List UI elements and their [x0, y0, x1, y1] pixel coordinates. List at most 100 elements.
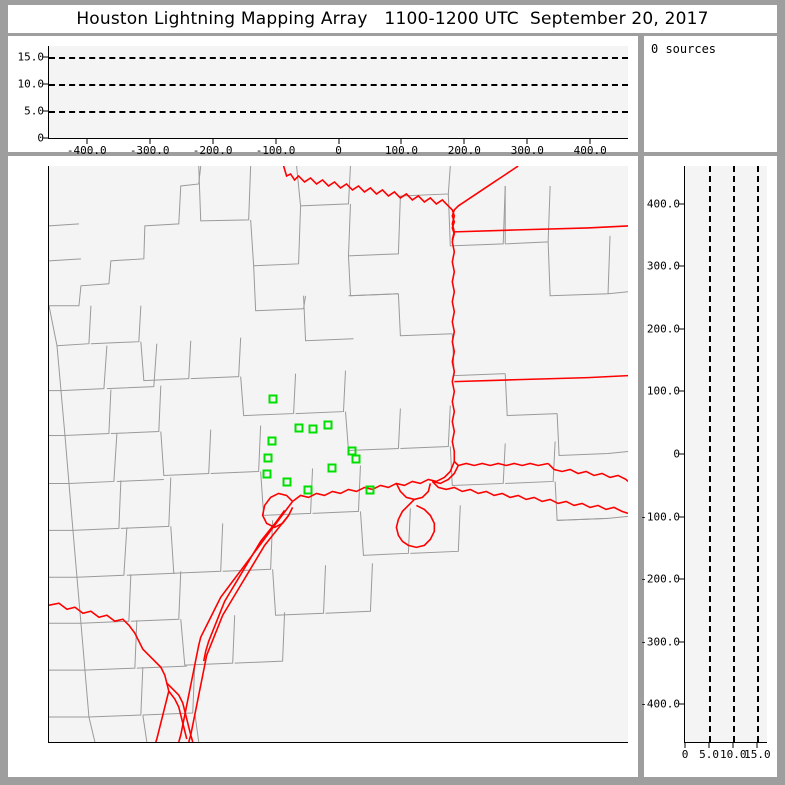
x-axis-tick-label: 200.0 — [447, 144, 481, 157]
y-axis-tick-label: -200.0 — [640, 572, 680, 586]
x-axis-tick-label: 0 — [335, 742, 342, 743]
x-axis-tick-label: -200.0 — [192, 144, 233, 157]
lma-station-marker[interactable] — [303, 485, 313, 495]
y-axis-tick-mark — [679, 390, 685, 392]
lma-station-marker[interactable] — [351, 454, 361, 464]
sources-panel: 0 sources — [644, 36, 777, 152]
x-axis-tick-label: 300.0 — [510, 144, 544, 157]
horizontal-gridline — [49, 56, 628, 59]
x-axis-tick-mark — [149, 138, 151, 144]
lma-station-marker[interactable] — [263, 453, 273, 463]
lma-station-marker[interactable] — [267, 436, 277, 446]
x-axis-tick-mark — [590, 742, 591, 743]
y-axis-tick-label: 5.0 — [24, 104, 44, 118]
y-axis-tick-label: 100.0 — [646, 384, 680, 398]
x-axis-tick-label: 10.0 — [719, 748, 747, 761]
y-axis-tick-label: -300.0 — [640, 635, 680, 649]
y-axis-tick-mark — [48, 391, 49, 392]
x-axis-tick-mark — [732, 742, 734, 748]
lma-station-marker[interactable] — [308, 424, 318, 434]
y-axis-tick-label: 0 — [673, 447, 680, 461]
vertical-gridline — [757, 166, 760, 742]
state-borders — [49, 166, 628, 742]
altitude-histogram-panel: -400.0 -300.0 -200.0 -100.0 0 100.0 200.0 300.0… — [640, 156, 777, 777]
title-bar: Houston Lightning Mapping Array 1100-120… — [8, 5, 777, 33]
lma-station-marker[interactable] — [282, 477, 292, 487]
x-axis-tick-label: 5.0 — [699, 748, 720, 761]
y-axis-tick-mark — [679, 641, 685, 643]
horizontal-gridline — [49, 83, 628, 86]
x-axis-tick-label: 400.0 — [574, 742, 607, 743]
y-axis-tick-mark — [48, 516, 49, 517]
time-altitude-panel: 0 5.0 10.0 15.0 -400.0 -300.0 -200.0 -100.0 0 100… — [8, 36, 638, 157]
x-axis-tick-label: 100.0 — [384, 144, 418, 157]
x-axis-tick-label: 300.0 — [511, 742, 544, 743]
y-axis-tick-mark — [48, 641, 49, 642]
lma-station-marker[interactable] — [294, 423, 304, 433]
x-axis-tick-mark — [212, 742, 213, 743]
x-axis-tick-mark — [526, 138, 528, 144]
x-axis-tick-mark — [527, 742, 528, 743]
lma-station-marker[interactable] — [365, 485, 375, 495]
lma-station-marker[interactable] — [268, 394, 278, 404]
x-axis-tick-mark — [589, 138, 591, 144]
x-axis-tick-label: 400.0 — [573, 144, 607, 157]
x-axis-tick-label: 0 — [681, 748, 689, 761]
x-axis-tick-mark — [338, 138, 339, 144]
x-axis-tick-mark — [275, 138, 277, 144]
x-axis-tick-label: -400.0 — [66, 144, 107, 157]
x-axis-tick-label: -200.0 — [193, 742, 233, 743]
y-axis-tick-label: 400.0 — [646, 197, 680, 211]
x-axis-tick-label: 15.0 — [744, 748, 771, 761]
x-axis-tick-label: -100.0 — [256, 742, 296, 743]
horizontal-gridline — [49, 110, 628, 113]
y-axis-tick-mark — [48, 266, 49, 267]
y-axis-tick-mark — [679, 516, 685, 518]
y-axis-tick-mark — [679, 578, 685, 580]
lma-station-marker[interactable] — [262, 469, 272, 479]
y-axis-tick-mark — [679, 265, 685, 267]
x-axis-tick-mark — [275, 742, 276, 743]
x-axis-tick-mark — [400, 138, 402, 144]
x-axis-tick-label: -300.0 — [129, 144, 170, 157]
x-axis-tick-label: 200.0 — [448, 742, 481, 743]
y-axis-tick-label: -400.0 — [640, 697, 680, 711]
y-axis-tick-mark — [679, 453, 685, 455]
y-axis-tick-label: 15.0 — [17, 50, 45, 64]
x-axis-tick-label: -400.0 — [67, 742, 107, 743]
x-axis-tick-label: -300.0 — [130, 742, 170, 743]
x-axis-tick-mark — [149, 742, 150, 743]
x-axis-tick-label: 0 — [335, 144, 342, 157]
time-altitude-plot[interactable]: 0 5.0 10.0 15.0 -400.0 -300.0 -200.0 -100.0 0 100… — [18, 46, 628, 157]
y-axis-tick-label: 300.0 — [646, 259, 680, 273]
county-borders — [49, 166, 628, 742]
y-axis-tick-mark — [43, 83, 49, 85]
lma-station-marker[interactable] — [327, 463, 337, 473]
altitude-histogram-plot[interactable]: -400.0 -300.0 -200.0 -100.0 0 100.0 200.0 300.0… — [640, 166, 771, 761]
x-axis-tick-mark — [464, 742, 465, 743]
plan-view-plot[interactable]: -400.0 -300.0 -200.0 -100.0 0 100.0 200.0 300.0… — [48, 166, 628, 743]
y-axis-tick-label: 10.0 — [17, 77, 45, 91]
x-axis-tick-mark — [212, 138, 214, 144]
y-axis-tick-label: -100.0 — [640, 510, 680, 524]
x-axis-tick-mark — [684, 742, 686, 748]
plan-view-panel: -400.0 -300.0 -200.0 -100.0 0 100.0 200.0 300.0… — [8, 156, 638, 777]
lma-station-marker[interactable] — [323, 420, 333, 430]
page-title: Houston Lightning Mapping Array 1100-120… — [76, 9, 709, 29]
y-axis-tick-mark — [48, 328, 49, 329]
x-axis-tick-mark — [463, 138, 465, 144]
y-axis-tick-mark — [43, 110, 49, 112]
x-axis-tick-mark — [401, 742, 402, 743]
y-axis-tick-mark — [679, 328, 685, 330]
y-axis-tick-label: 200.0 — [646, 322, 680, 336]
source-count-label: 0 sources — [651, 42, 717, 56]
basemap-svg — [49, 166, 628, 742]
x-axis-tick-mark — [708, 742, 710, 748]
y-axis-tick-mark — [679, 203, 685, 205]
x-axis-tick-mark — [86, 138, 88, 144]
x-axis-tick-label: -100.0 — [255, 144, 296, 157]
y-axis-tick-mark — [43, 137, 49, 139]
x-axis-tick-mark — [338, 742, 339, 743]
y-axis-tick-mark — [48, 704, 49, 705]
